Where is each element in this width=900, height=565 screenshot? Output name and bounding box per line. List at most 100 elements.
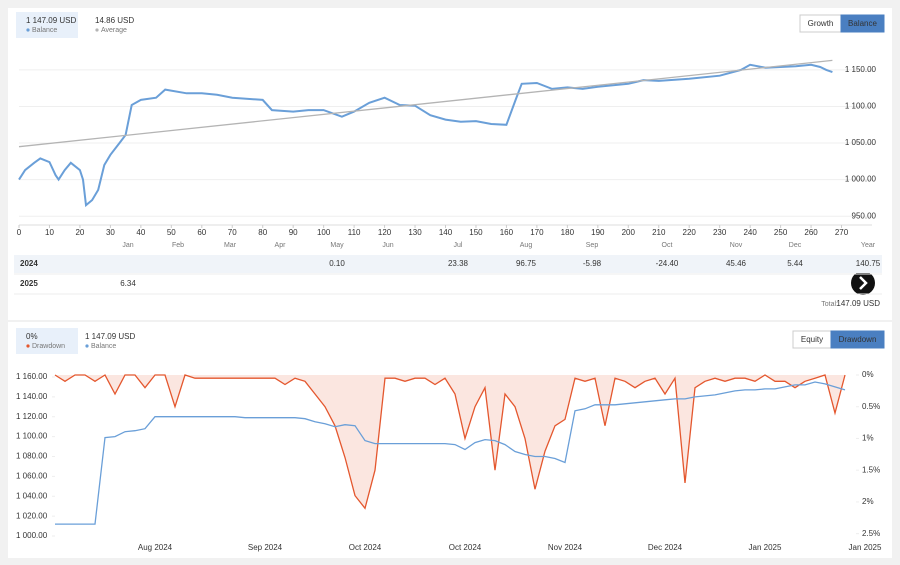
legend-label: Drawdown (32, 343, 65, 350)
x-tick-label: 70 (228, 228, 237, 237)
x-tick-label: Oct 2024 (349, 543, 382, 552)
panel (8, 322, 892, 558)
row-year: 2024 (20, 259, 38, 268)
y-tick-label: 1 100.00 (16, 432, 48, 441)
toggle-button[interactable] (830, 330, 885, 349)
y-tick-label: 1 000.00 (845, 175, 877, 184)
y2-tick-label: 2.5% (862, 529, 880, 538)
x-tick-label: 90 (289, 228, 298, 237)
legend-dot (85, 344, 89, 348)
toggle-label[interactable]: Growth (808, 19, 834, 28)
y-tick-label: 1 040.00 (16, 491, 48, 500)
y-tick-label: 1 000.00 (16, 531, 48, 540)
row-year: 2025 (20, 279, 38, 288)
month-value: 6.34 (120, 279, 136, 288)
x-tick-label: 0 (17, 228, 22, 237)
panel (8, 8, 892, 320)
x-tick-label: Jan 2025 (849, 543, 882, 552)
month-value: -5.98 (583, 259, 602, 268)
legend-box (16, 328, 78, 354)
column-header: Oct (662, 242, 673, 249)
legend-label: Balance (32, 27, 57, 34)
legend-dot (26, 344, 30, 348)
column-header: Sep (586, 242, 599, 249)
column-header: Jul (454, 242, 463, 249)
x-tick-label: 130 (408, 228, 422, 237)
x-tick-label: 230 (713, 228, 727, 237)
toggle-label[interactable]: Drawdown (839, 335, 877, 344)
x-tick-label: 60 (197, 228, 206, 237)
x-tick-label: 180 (561, 228, 575, 237)
x-tick-label: 40 (136, 228, 145, 237)
y-tick-label: 1 060.00 (16, 471, 48, 480)
legend-value: 14.86 USD (95, 16, 134, 25)
y-tick-label: 1 140.00 (16, 392, 48, 401)
x-tick-label: 50 (167, 228, 176, 237)
y-tick-label: 1 150.00 (845, 65, 877, 74)
next-button[interactable] (851, 271, 875, 295)
x-tick-label: 200 (622, 228, 636, 237)
toggle-label[interactable]: Equity (801, 335, 823, 344)
x-tick-label: 120 (378, 228, 392, 237)
legend-label: Average (101, 27, 127, 34)
series-line (18, 63, 833, 208)
y2-tick-label: 1.5% (862, 465, 880, 474)
y-tick-label: 1 120.00 (16, 412, 48, 421)
total-label: Total: (821, 301, 838, 308)
x-tick-label: Aug 2024 (138, 543, 173, 552)
x-tick-label: Sep 2024 (248, 543, 283, 552)
x-tick-label: 30 (106, 228, 115, 237)
x-tick-label: 220 (683, 228, 697, 237)
x-tick-label: 260 (804, 228, 818, 237)
month-value: -24.40 (656, 259, 679, 268)
x-tick-label: 190 (591, 228, 605, 237)
x-tick-label: 140 (439, 228, 453, 237)
month-value: 96.75 (516, 259, 537, 268)
legend-box (16, 12, 78, 38)
toggle-button[interactable] (840, 14, 885, 33)
y-tick-label: 1 160.00 (16, 372, 48, 381)
column-header: Feb (172, 242, 184, 249)
y-tick-label: 950.00 (852, 211, 877, 220)
column-header: Jan (122, 242, 133, 249)
x-tick-label: 240 (743, 228, 757, 237)
y2-tick-label: 1% (862, 434, 874, 443)
y-tick-label: 1 020.00 (16, 511, 48, 520)
month-value: 5.44 (787, 259, 803, 268)
column-header: Aug (520, 242, 533, 249)
month-value: 0.10 (329, 259, 345, 268)
series-line (55, 381, 846, 525)
x-tick-label: 210 (652, 228, 666, 237)
x-tick-label: 100 (317, 228, 331, 237)
legend-value: 1 147.09 USD (85, 332, 135, 341)
x-tick-label: Nov 2024 (548, 543, 583, 552)
series-line (54, 374, 846, 510)
toggle-label[interactable]: Balance (848, 19, 877, 28)
drawdown-area (55, 375, 845, 509)
y-tick-label: 1 080.00 (16, 452, 48, 461)
legend-value: 1 147.09 USD (26, 16, 76, 25)
column-header: May (330, 242, 344, 249)
x-tick-label: 110 (348, 228, 361, 237)
column-header: Nov (730, 242, 743, 249)
y2-tick-label: 0.5% (862, 402, 880, 411)
y2-tick-label: 0% (862, 370, 874, 379)
legend-dot (95, 28, 99, 32)
legend-value: 0% (26, 332, 38, 341)
column-header: Year (861, 242, 876, 249)
x-tick-label: Jan 2025 (749, 543, 782, 552)
series-line (18, 59, 833, 148)
column-header: Dec (789, 242, 802, 249)
x-tick-label: Dec 2024 (648, 543, 683, 552)
x-tick-label: 150 (469, 228, 483, 237)
next-icon (859, 276, 868, 290)
month-value: 23.38 (448, 259, 469, 268)
x-tick-label: 80 (258, 228, 267, 237)
row-bg (14, 255, 882, 273)
y-tick-label: 1 100.00 (845, 102, 877, 111)
column-header: Apr (275, 242, 287, 249)
legend-dot (26, 28, 30, 32)
month-value: 140.75 (856, 259, 881, 268)
x-tick-label: 170 (530, 228, 544, 237)
